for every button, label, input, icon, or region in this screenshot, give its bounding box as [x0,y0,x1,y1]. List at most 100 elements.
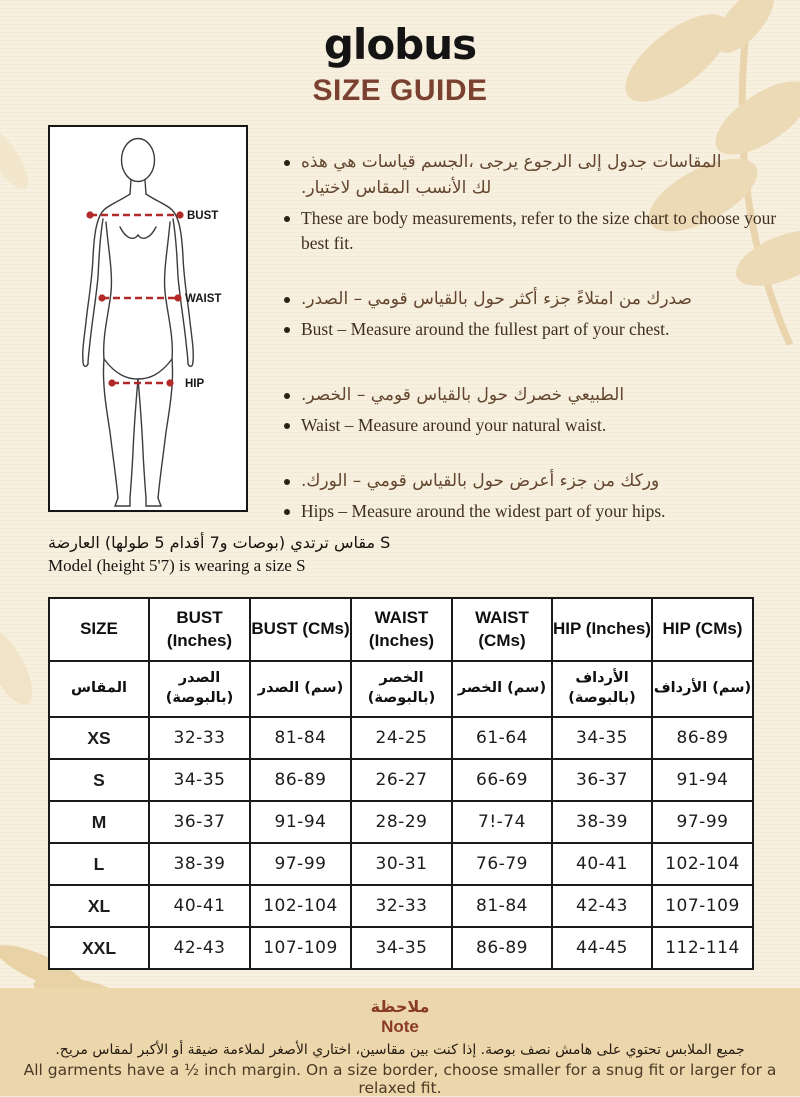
waist-text-arabic: .الخصر – قومي بالقياس حول خصرك الطبيعي [301,384,625,405]
measurement-cell: 76-79 [451,842,553,886]
column-header: SIZE [48,597,150,662]
female-figure-illustration: BUST WAIST HIP [82,137,221,507]
measurement-cell: 61-64 [451,716,553,760]
waist-text-english: Waist – Measure around your natural wais… [301,415,607,436]
measurement-cell: 44-45 [551,926,653,970]
column-header: WAIST (CMs) [451,597,553,662]
list-item: .الصدر – قومي بالقياس حول أكثر جزء امتلا… [284,287,796,313]
list-item: .الورك – قومي بالقياس حول أعرض جزء من ور… [284,469,796,495]
column-header-arabic: الخصر (سم) [451,660,553,718]
size-cell: XXL [48,926,150,970]
waist-group: .الخصر – قومي بالقياس حول خصرك الطبيعي W… [284,383,796,439]
table-row: M 36-37 91-94 28-29 7!-74 38-39 97-99 [48,800,754,844]
page-title: SIZE GUIDE [312,74,488,107]
list-item: هذه هي قياسات الجسم، يرجى الرجوع إلى جدو… [284,150,796,201]
measurement-cell: 32-33 [350,884,453,928]
measurement-cell: 102-104 [651,842,754,886]
measurement-cell: 40-41 [551,842,653,886]
column-header: BUST (Inches) [148,597,251,662]
measurement-cell: 30-31 [350,842,453,886]
waist-label: WAIST [185,293,221,305]
size-cell: S [48,758,150,802]
bullet-icon [284,216,290,222]
table-row: XS 32-33 81-84 24-25 61-64 34-35 86-89 [48,716,754,760]
measurement-cell: 40-41 [148,884,251,928]
list-item: Waist – Measure around your natural wais… [284,413,796,438]
hip-text-arabic: .الورك – قومي بالقياس حول أعرض جزء من ور… [301,470,660,491]
column-header: WAIST (Inches) [350,597,453,662]
intro-text-english: These are body measurements, refer to th… [301,208,777,254]
measurement-cell: 32-33 [148,716,251,760]
measurement-cell: 86-89 [451,926,553,970]
size-table-body: XS 32-33 81-84 24-25 61-64 34-35 86-89 S 34-35 86… [48,716,754,970]
list-item: Hips – Measure around the widest part of… [284,499,796,524]
table-row: XL 40-41 102-104 32-33 81-84 42-43 107-109 [48,884,754,928]
measurement-cell: 97-99 [651,800,754,844]
intro-group: هذه هي قياسات الجسم، يرجى الرجوع إلى جدو… [284,150,796,257]
note-footer: ملاحظة Note جميع الملابس تحتوي على هامش … [0,988,800,1097]
instructions-list: هذه هي قياسات الجسم، يرجى الرجوع إلى جدو… [284,150,796,529]
list-item: Bust – Measure around the fullest part o… [284,317,796,342]
bullet-icon [284,423,290,430]
bullet-icon [284,160,290,166]
column-header-arabic: الأرداف (سم) [651,660,754,718]
measurement-cell: 97-99 [249,842,352,886]
bust-text-arabic: .الصدر – قومي بالقياس حول أكثر جزء امتلا… [301,288,692,309]
hip-text-english: Hips – Measure around the widest part of… [301,501,666,521]
measurement-cell: 42-43 [551,884,653,928]
bullet-icon [284,327,290,334]
column-header-arabic: الأرداف (بالبوصة) [551,660,653,718]
bust-label: BUST [187,210,218,222]
column-header-arabic: الصدر (سم) [249,660,352,718]
measurement-cell: 26-27 [350,758,453,802]
brand-logo: globus [323,20,477,69]
table-row: S 34-35 86-89 26-27 66-69 36-37 91-94 [48,758,754,802]
bullet-icon [284,296,290,303]
measure-dots [86,211,184,387]
measurement-cell: 34-35 [350,926,453,970]
measurement-cell: 86-89 [651,716,754,760]
measurement-cell: 28-29 [350,800,453,844]
measurement-cell: 107-109 [651,884,754,928]
column-header-arabic: المقاس [48,660,150,718]
measurement-cell: 81-84 [451,884,553,928]
model-note-arabic: العارضة (طولها 5 أقدام و7 بوصات) ترتدي م… [48,533,391,552]
hip-label: HIP [185,378,205,390]
note-title-english: Note [381,1017,419,1036]
measurement-cell: 42-43 [148,926,251,970]
column-header: BUST (CMs) [249,597,352,662]
size-cell: L [48,842,150,886]
table-row: L 38-39 97-99 30-31 76-79 40-41 102-104 [48,842,754,886]
measurement-figure-box: BUST WAIST HIP [48,125,248,512]
measurement-cell: 66-69 [451,758,553,802]
size-cell: M [48,800,150,844]
list-item: .الخصر – قومي بالقياس حول خصرك الطبيعي [284,383,796,409]
list-item: These are body measurements, refer to th… [284,206,796,257]
measurement-cell: 7!-74 [451,800,553,844]
bust-group: .الصدر – قومي بالقياس حول أكثر جزء امتلا… [284,287,796,343]
size-table: SIZE BUST (Inches) BUST (CMs) WAIST (Inc… [48,597,754,970]
model-note: العارضة (طولها 5 أقدام و7 بوصات) ترتدي م… [48,531,518,578]
measurement-cell: 86-89 [249,758,352,802]
note-body-arabic: جميع الملابس تحتوي على هامش نصف بوصة. إذ… [55,1042,745,1058]
table-row: XXL 42-43 107-109 34-35 86-89 44-45 112-114 [48,926,754,970]
measurement-cell: 38-39 [148,842,251,886]
hip-group: .الورك – قومي بالقياس حول أعرض جزء من ور… [284,469,796,525]
size-cell: XL [48,884,150,928]
column-header-arabic: الصدر (بالبوصة) [148,660,251,718]
bust-text-english: Bust – Measure around the fullest part o… [301,319,670,340]
column-header: HIP (Inches) [551,597,653,662]
measurement-cell: 91-94 [249,800,352,844]
measurement-cell: 91-94 [651,758,754,802]
measurement-cell: 107-109 [249,926,352,970]
measurement-cell: 38-39 [551,800,653,844]
measurement-cell: 24-25 [350,716,453,760]
column-header-arabic: الخصر (بالبوصة) [350,660,453,718]
note-title-arabic: ملاحظة [370,997,430,1016]
measurement-cell: 36-37 [148,800,251,844]
measurement-cell: 34-35 [551,716,653,760]
measurement-cell: 102-104 [249,884,352,928]
leaf-topleft-decoration-icon [0,124,29,190]
measurement-cell: 112-114 [651,926,754,970]
